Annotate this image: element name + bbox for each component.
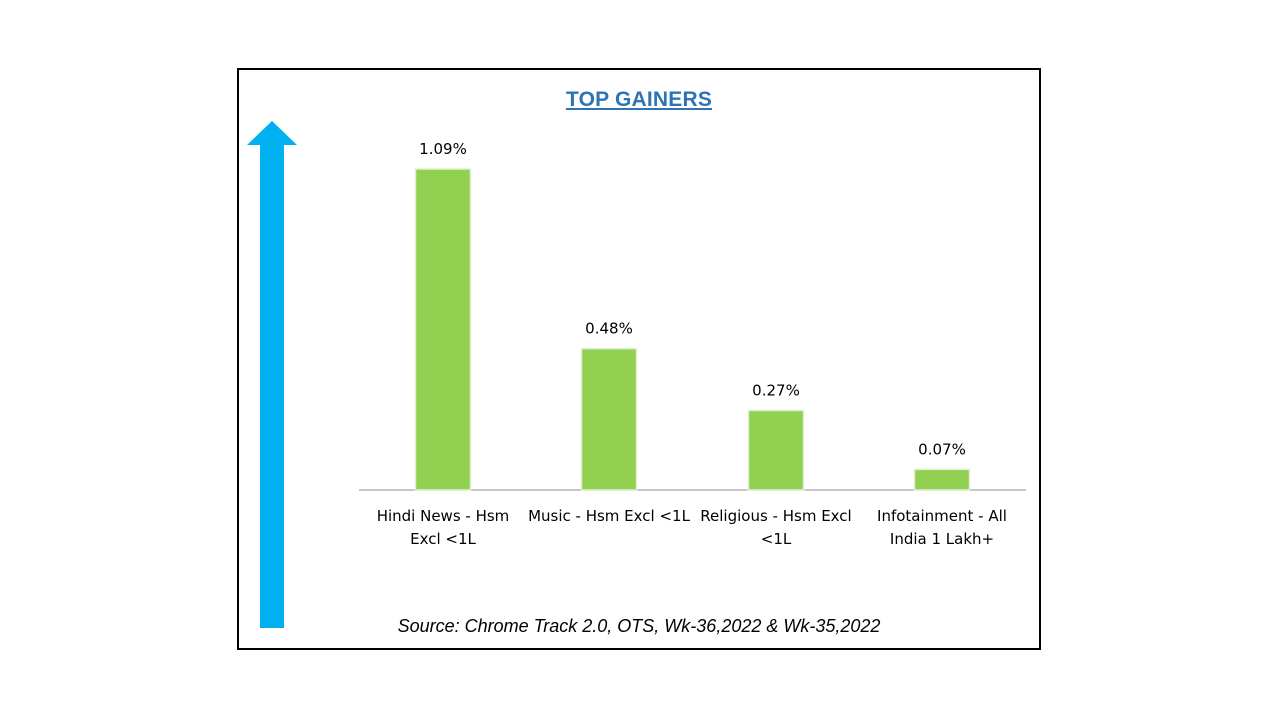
category-tick-label: Music - Hsm Excl <1L <box>528 507 690 525</box>
bar-value-label: 0.27% <box>752 381 800 399</box>
category-tick-label: Religious - Hsm Excl <1L <box>700 507 851 548</box>
bar-value-label: 1.09% <box>419 140 467 158</box>
chart-canvas: 1.09% 0.48% 0.27% 0.07% Hindi News - Hsm Exc… <box>247 121 1026 628</box>
value-labels-group: 1.09% 0.48% 0.27% 0.07% <box>419 140 966 458</box>
chart-frame: TOP GAINERS 1.09% 0.48% 0.27% 0.07% Hindi N… <box>237 68 1041 650</box>
category-tick-label: Infotainment - All India 1 Lakh+ <box>877 507 1007 548</box>
bar <box>913 468 971 491</box>
bar-value-label: 0.48% <box>585 320 633 338</box>
category-labels-group: Hindi News - Hsm Excl <1L Music - Hsm Excl… <box>377 507 1007 548</box>
chart-title: TOP GAINERS <box>565 88 713 111</box>
bar-value-label: 0.07% <box>918 440 966 458</box>
bar <box>580 347 638 491</box>
bar <box>414 168 472 491</box>
up-arrow-icon <box>247 121 297 628</box>
bar <box>747 409 805 491</box>
category-tick-label: Hindi News - Hsm Excl <1L <box>377 507 510 548</box>
source-note: Source: Chrome Track 2.0, OTS, Wk-36,202… <box>397 616 881 636</box>
bars-group <box>414 168 971 491</box>
